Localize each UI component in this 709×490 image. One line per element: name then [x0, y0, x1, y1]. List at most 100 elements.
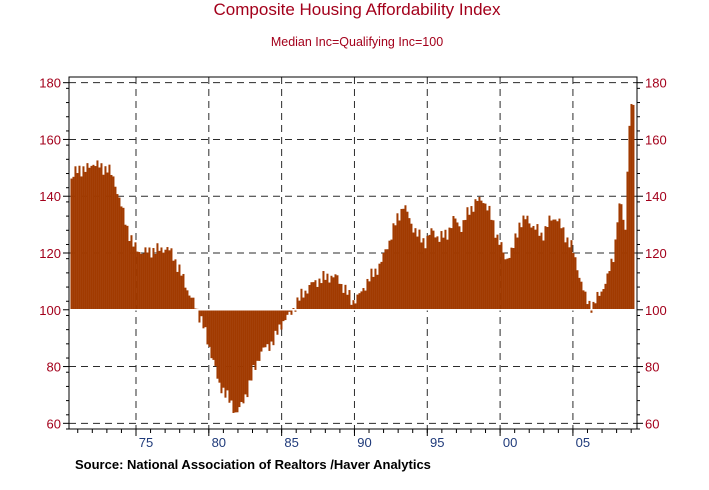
bar: [438, 241, 441, 310]
bar: [384, 249, 387, 310]
bar: [628, 125, 631, 310]
bar: [282, 309, 285, 322]
bar: [132, 246, 135, 310]
bar: [264, 309, 267, 348]
bar: [602, 289, 605, 310]
bar: [536, 224, 539, 310]
bar: [246, 309, 249, 398]
bar: [352, 300, 355, 310]
bar: [390, 239, 393, 310]
bar: [504, 259, 507, 310]
bar: [430, 228, 433, 310]
bar: [382, 252, 385, 310]
y-tick-label: 180: [39, 76, 61, 91]
bar: [230, 309, 233, 401]
bar: [290, 309, 293, 315]
bar: [198, 309, 201, 323]
bar: [370, 268, 373, 310]
bar: [124, 224, 127, 310]
bar: [576, 270, 579, 310]
bar: [442, 237, 445, 310]
bar: [336, 275, 339, 310]
bar: [350, 304, 353, 310]
bar: [262, 309, 265, 348]
source-note: Source: National Association of Realtors…: [75, 457, 431, 472]
bar: [220, 309, 223, 394]
bar: [366, 278, 369, 310]
bar: [330, 275, 333, 310]
bar: [152, 248, 155, 310]
bar: [340, 284, 343, 310]
bar: [156, 243, 159, 310]
y-tick-label: 140: [39, 189, 61, 204]
bar: [146, 252, 149, 310]
bar: [190, 297, 193, 310]
bar: [106, 172, 109, 310]
bar: [546, 226, 549, 310]
y-tick-label-right: 140: [645, 189, 667, 204]
bar: [600, 291, 603, 310]
bar: [222, 309, 225, 388]
bar: [552, 219, 555, 310]
x-axis: 75 80 85 90 95 00 05: [77, 429, 632, 450]
bar: [130, 235, 133, 310]
bar: [102, 174, 105, 310]
bar: [254, 309, 257, 370]
bar: [534, 229, 537, 310]
bar: [624, 229, 627, 310]
bar: [162, 252, 165, 310]
bar: [128, 241, 131, 310]
bar: [184, 287, 187, 310]
bar: [344, 284, 347, 310]
bar: [452, 216, 455, 310]
bar: [480, 200, 483, 310]
y-tick-label-right: 160: [645, 132, 667, 147]
bar: [502, 252, 505, 310]
bar: [98, 167, 101, 310]
bar: [242, 309, 245, 404]
bar: [236, 309, 239, 413]
y-tick-label-right: 180: [645, 76, 667, 91]
bar: [142, 253, 145, 310]
bar: [164, 249, 167, 310]
bar: [150, 257, 153, 310]
bar: [460, 231, 463, 310]
bar: [278, 309, 281, 325]
bar: [288, 309, 291, 312]
bar: [408, 218, 411, 310]
y-tick-label: 160: [39, 132, 61, 147]
bar: [358, 293, 361, 310]
bar: [574, 257, 577, 310]
bar: [540, 232, 543, 310]
bar: [410, 223, 413, 310]
bar: [562, 227, 565, 310]
bar: [94, 166, 97, 310]
bar: [108, 164, 111, 310]
bar: [208, 309, 211, 347]
bar: [530, 227, 533, 310]
bar: [458, 226, 461, 310]
bar: [494, 237, 497, 310]
bar: [286, 309, 289, 315]
bar: [82, 166, 85, 310]
bar: [522, 215, 525, 310]
bar: [376, 274, 379, 310]
bar: [404, 205, 407, 310]
bar: [260, 309, 263, 352]
bar: [136, 251, 139, 310]
bar: [202, 309, 205, 329]
bar: [176, 271, 179, 310]
bar: [160, 247, 163, 310]
bar: [148, 247, 151, 310]
bar: [258, 309, 261, 361]
bar: [388, 240, 391, 310]
bar: [586, 304, 589, 310]
bar: [412, 232, 415, 310]
bar: [110, 174, 113, 310]
bar: [400, 208, 403, 310]
bar: [392, 223, 395, 310]
bar: [448, 227, 451, 310]
bar: [528, 223, 531, 310]
bar: [496, 234, 499, 310]
